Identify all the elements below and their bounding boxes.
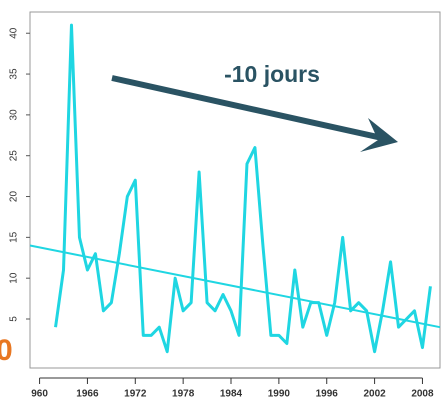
x-tick-label: 1996 [316,389,339,400]
x-tick-label: 960 [31,389,48,400]
plot-frame [29,11,441,369]
y-tick-label: 40 [9,27,20,39]
data-line [54,23,432,354]
arrow-head [360,118,398,152]
side-text: 0 [0,334,13,367]
y-tick-label: 5 [9,316,20,322]
x-tick-label: 1966 [76,389,99,400]
y-tick-label: 15 [9,231,20,243]
x-tick-label: 1978 [172,389,195,400]
y-tick-label: 35 [9,68,20,80]
y-tick-label: 20 [9,191,20,203]
annotation: -10 jours [224,61,320,87]
x-tick-label: 1984 [220,389,243,400]
x-tick-label: 2002 [363,389,386,400]
y-tick-label: 10 [9,272,20,284]
annotation-arrow [111,75,383,141]
x-tick-label: 2008 [411,389,434,400]
y-tick-label: 25 [9,150,20,162]
y-tick-label: 30 [9,109,20,121]
trend-line [29,244,441,329]
x-tick-label: 1990 [268,389,291,400]
x-tick-label: 1972 [124,389,147,400]
